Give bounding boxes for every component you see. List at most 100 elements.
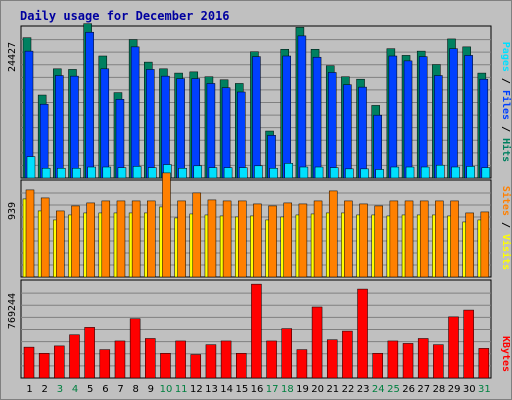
pages-bar	[375, 169, 384, 179]
kbytes-bar	[296, 349, 308, 379]
sites-bar	[56, 210, 65, 278]
kbytes-bar	[463, 309, 474, 379]
files-bar	[312, 56, 322, 179]
day-label: 28	[433, 384, 446, 395]
sites-bar	[222, 200, 232, 278]
kbytes-bar	[236, 353, 247, 379]
pages-bar	[436, 164, 445, 179]
day-label: 15	[235, 384, 248, 395]
files-bar	[449, 48, 458, 179]
files-bar	[146, 69, 155, 179]
sites-bar	[465, 212, 474, 278]
sites-bar	[147, 200, 156, 278]
sites-bar	[435, 200, 444, 278]
pages-bar	[57, 167, 66, 179]
day-label: 26	[402, 384, 415, 395]
day-label: 17	[266, 384, 279, 395]
hits-files-pages-axis-label: Pages / Files / Hits	[500, 42, 512, 162]
pages-bar	[284, 163, 293, 179]
kbytes-bar	[311, 306, 323, 379]
kbytes-bar	[114, 340, 126, 379]
files-bar	[388, 55, 398, 179]
files-bar	[343, 84, 352, 179]
day-label: 22	[342, 384, 355, 395]
pages-bar	[148, 167, 157, 179]
sites-bar	[162, 172, 171, 278]
files-bar	[434, 75, 443, 179]
kbytes-bar	[220, 340, 232, 379]
pages-bar	[178, 167, 187, 179]
kbytes-axis-label: KBytes	[500, 336, 511, 372]
kbytes-bar	[433, 344, 444, 379]
kbytes-bar	[448, 316, 459, 379]
day-label: 2	[42, 384, 48, 395]
kbytes-bar	[160, 353, 171, 379]
kbytes-bar	[372, 353, 383, 379]
pages-bar	[239, 167, 248, 179]
files-bar	[403, 60, 413, 179]
kbytes-bar	[145, 338, 156, 379]
kbytes-bar	[266, 340, 277, 379]
sites-bar	[177, 200, 186, 278]
day-label: 13	[205, 384, 218, 395]
sites-bar	[419, 200, 429, 278]
files-bar	[479, 78, 489, 179]
files-bar	[297, 35, 307, 179]
kbytes-bar	[342, 330, 353, 379]
kbytes-bar	[402, 343, 414, 379]
pages-bar	[420, 166, 430, 179]
kbytes-bar	[23, 346, 35, 379]
sites-bar	[450, 200, 459, 278]
files-bar	[130, 46, 140, 179]
pages-bar	[254, 165, 263, 179]
kbytes-bar	[54, 345, 65, 379]
kbytes-bar	[190, 354, 202, 379]
sites-bar	[253, 203, 262, 278]
files-bar	[176, 78, 185, 179]
pages-bar	[102, 166, 112, 179]
files-bar	[115, 99, 125, 179]
pages-bar	[72, 167, 81, 179]
hits-files-pages-axis-label-part: /	[500, 72, 511, 90]
kbytes-bar	[175, 340, 186, 379]
sites-bar	[131, 200, 141, 278]
files-bar	[85, 31, 94, 179]
day-label: 19	[296, 384, 309, 395]
kbytes-bar	[387, 340, 399, 379]
files-bar	[70, 75, 79, 179]
day-label: 23	[357, 384, 370, 395]
sites-bar	[116, 200, 126, 278]
sites-visits-axis-label-part: /	[500, 216, 511, 234]
kbytes-bar	[69, 334, 80, 379]
pages-bar	[193, 165, 203, 179]
pages-bar	[390, 166, 400, 179]
sites-bar	[374, 205, 383, 278]
sites-bar	[298, 203, 308, 278]
files-bar	[464, 55, 473, 179]
pages-bar	[481, 167, 491, 179]
sites-bar	[40, 197, 50, 278]
pages-bar	[269, 167, 278, 179]
kbytes-bar	[99, 349, 111, 379]
files-bar	[237, 91, 246, 179]
sites-bar	[404, 200, 414, 278]
day-label: 20	[311, 384, 324, 395]
files-bar	[55, 75, 64, 179]
day-label: 21	[326, 384, 339, 395]
sites-bar	[344, 200, 353, 278]
panel-2-ymax-label: 939	[7, 202, 18, 220]
kbytes-bar	[84, 327, 95, 379]
files-bar	[252, 56, 261, 179]
kbytes-bar	[357, 288, 368, 379]
day-label: 5	[87, 384, 93, 395]
sites-visits-axis-label-part: Sites	[500, 186, 512, 216]
day-label: 16	[251, 384, 264, 395]
files-bar	[327, 72, 337, 179]
pages-bar	[26, 156, 36, 179]
kbytes-bar	[129, 318, 141, 379]
day-label: 12	[190, 384, 203, 395]
sites-bar	[71, 205, 80, 278]
pages-bar	[345, 168, 354, 179]
sites-bar	[238, 200, 247, 278]
